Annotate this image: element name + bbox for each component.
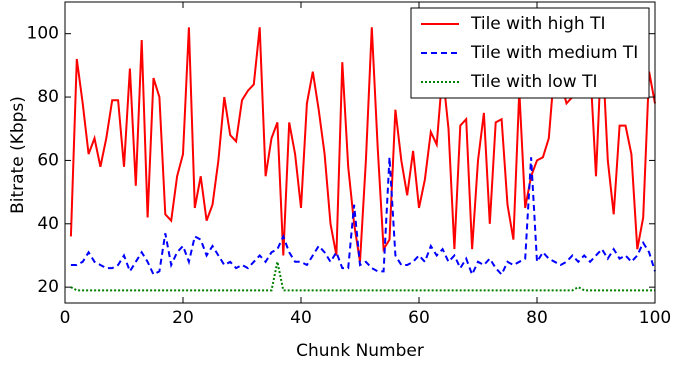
y-tick-label: 100 bbox=[27, 24, 59, 44]
x-tick-label: 60 bbox=[408, 308, 430, 328]
legend-label: Tile with high TI bbox=[470, 14, 606, 34]
x-axis-label: Chunk Number bbox=[296, 341, 424, 361]
x-tick-label: 0 bbox=[60, 308, 71, 328]
legend-label: Tile with medium TI bbox=[470, 43, 638, 63]
y-tick-label: 80 bbox=[37, 87, 59, 107]
plot-frame bbox=[64, 1, 656, 304]
x-tick-label: 20 bbox=[172, 308, 194, 328]
y-tick-label: 60 bbox=[37, 150, 59, 170]
y-axis-label: Bitrate (Kbps) bbox=[8, 96, 28, 214]
x-tick-label: 100 bbox=[639, 308, 671, 328]
legend-label: Tile with low TI bbox=[470, 72, 597, 92]
series-line bbox=[70, 261, 655, 292]
y-tick-label: 20 bbox=[37, 277, 59, 297]
x-tick-label: 40 bbox=[290, 308, 312, 328]
x-tick-label: 80 bbox=[526, 308, 548, 328]
y-tick-label: 40 bbox=[37, 214, 59, 234]
